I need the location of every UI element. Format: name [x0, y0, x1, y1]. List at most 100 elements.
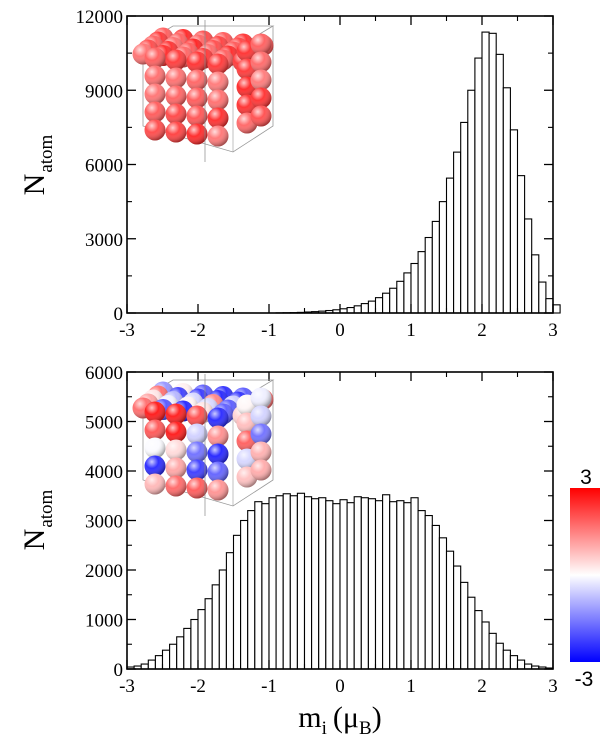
histogram-bar: [353, 305, 362, 314]
atom-sphere-shading: [250, 105, 272, 127]
x-tick-label: 3: [548, 320, 558, 341]
histogram-bar: [176, 636, 185, 670]
histogram-bar: [374, 297, 384, 314]
atom-sphere-shading: [144, 455, 166, 477]
histogram-bar: [538, 281, 547, 314]
atom-sphere-shading: [186, 69, 208, 91]
atom-sphere-shading: [165, 103, 187, 125]
bottom-y-axis-title: Natom: [18, 489, 57, 550]
histogram-bar: [410, 497, 419, 670]
histogram-bar: [531, 254, 540, 314]
histogram-bar: [325, 500, 334, 670]
x-tick-label: 2: [477, 320, 487, 341]
histogram-bar: [197, 609, 206, 670]
atom-sphere-shading: [250, 87, 272, 109]
colorbar-min-label: -3: [575, 668, 594, 691]
x-tick-label: 1: [406, 320, 416, 341]
histogram-bar: [353, 496, 362, 670]
atom-sphere-shading: [144, 419, 166, 441]
atom-sphere-shading: [186, 423, 208, 445]
histogram-bar: [516, 175, 526, 314]
top-histogram-bars: [275, 31, 561, 314]
x-tick-label: 0: [335, 676, 345, 697]
histogram-bar: [389, 287, 398, 314]
atom-sphere-shading: [207, 425, 229, 447]
histogram-bar: [460, 121, 469, 314]
atom-sphere-shading: [165, 49, 187, 71]
bottom-y-tick-labels: 0 1000 2000 3000 4000 5000 6000: [85, 363, 123, 681]
atom-sphere-shading: [144, 473, 166, 495]
x-tick-label: -3: [119, 676, 135, 697]
bottom-histogram-bars: [126, 492, 554, 670]
top-y-tick-labels: 0 3000 6000 9000 12000: [76, 7, 124, 325]
bottom-spin-cube-inset: [132, 374, 275, 516]
x-tick-label: -1: [261, 320, 277, 341]
histogram-bar: [367, 300, 377, 314]
histogram-bar: [488, 632, 497, 670]
atom-sphere-shading: [186, 123, 208, 145]
histogram-bar: [502, 87, 511, 314]
atom-sphere-shading: [144, 401, 166, 423]
atom-sphere-shading: [207, 479, 229, 501]
histogram-bar: [289, 495, 298, 670]
histogram-bar: [495, 53, 504, 314]
histogram-bar: [481, 621, 490, 670]
top-y-axis-title: Natom: [18, 134, 57, 195]
histogram-bar: [445, 550, 455, 670]
histogram-bar: [318, 497, 327, 670]
histogram-bar: [474, 610, 483, 670]
y-tick-label: 5000: [85, 413, 123, 434]
atom-sphere-shading: [250, 405, 272, 427]
y-tick-label: 6000: [85, 156, 123, 177]
colorbar-gradient: [570, 488, 600, 662]
y-tick-label: 2000: [85, 561, 123, 582]
histogram-bar: [502, 649, 511, 670]
atom-sphere-shading: [250, 387, 272, 409]
histogram-bar: [204, 598, 213, 670]
atom-sphere-shading: [186, 441, 208, 463]
histogram-bar: [275, 495, 284, 670]
y-tick-label: 1000: [85, 611, 123, 632]
y-tick-label: 4000: [85, 462, 123, 483]
y-tick-label: 9000: [85, 81, 123, 102]
histogram-bar: [296, 492, 306, 670]
histogram-bar: [509, 655, 519, 670]
atom-sphere-shading: [207, 461, 229, 483]
x-tick-label: -3: [119, 320, 135, 341]
atom-sphere-shading: [186, 87, 208, 109]
atom-sphere-shading: [144, 65, 166, 87]
histogram-bar: [552, 304, 561, 314]
histogram-bar: [247, 510, 256, 670]
histogram-bar: [509, 129, 519, 314]
atom-sphere-shading: [186, 459, 208, 481]
histogram-bar: [161, 649, 171, 670]
histogram-bar: [282, 493, 291, 670]
histogram-bar: [232, 534, 242, 670]
atom-sphere-shading: [207, 407, 229, 429]
atom-sphere-shading: [207, 443, 229, 465]
atom-sphere-shading: [250, 69, 272, 91]
atom-sphere-shading: [207, 107, 229, 129]
histogram-bar: [424, 514, 433, 670]
bottom-x-tick-labels: -3 -2 -1 0 1 2 3: [119, 676, 558, 697]
histogram-bar: [453, 151, 462, 314]
histogram-bar: [268, 497, 277, 670]
y-tick-label: 0: [114, 304, 124, 325]
histogram-bar: [183, 627, 192, 670]
histogram-bar: [396, 280, 405, 314]
top-spin-cube-inset: [132, 20, 275, 162]
atom-sphere-shading: [186, 51, 208, 73]
histogram-bar: [431, 524, 440, 670]
histogram-bar: [403, 502, 412, 670]
histogram-bar: [346, 502, 355, 670]
histogram-bar: [346, 307, 355, 314]
histogram-bar: [417, 251, 426, 314]
y-tick-label: 0: [114, 660, 124, 681]
histogram-bar: [474, 57, 483, 314]
atom-sphere-shading: [165, 457, 187, 479]
histogram-bar: [374, 500, 384, 670]
x-tick-label: -2: [190, 320, 206, 341]
histogram-bar: [339, 499, 348, 670]
x-tick-label: 3: [548, 676, 558, 697]
